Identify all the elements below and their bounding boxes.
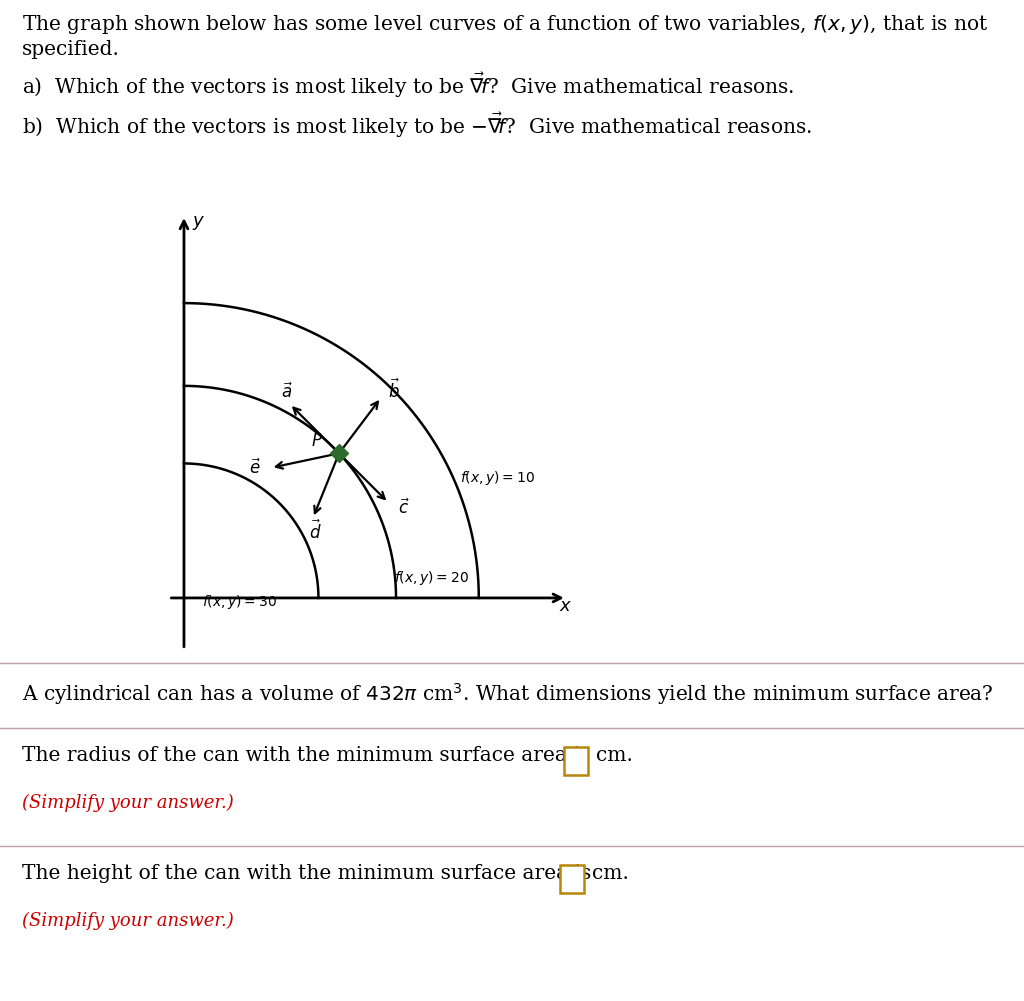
- Text: (Simplify your answer.): (Simplify your answer.): [22, 794, 233, 812]
- Text: A cylindrical can has a volume of $432\pi$ cm$^3$. What dimensions yield the min: A cylindrical can has a volume of $432\p…: [22, 681, 993, 707]
- Text: cm.: cm.: [592, 864, 629, 883]
- Text: The graph shown below has some level curves of a function of two variables, $f(x: The graph shown below has some level cur…: [22, 13, 988, 36]
- Bar: [560, 865, 584, 893]
- Text: $x$: $x$: [559, 597, 572, 615]
- Text: The radius of the can with the minimum surface area is: The radius of the can with the minimum s…: [22, 746, 590, 765]
- Text: $\vec{b}$: $\vec{b}$: [388, 378, 400, 401]
- Text: $\vec{e}$: $\vec{e}$: [249, 458, 261, 477]
- Text: a)  Which of the vectors is most likely to be $\vec{\nabla}\!f$?  Give mathemati: a) Which of the vectors is most likely t…: [22, 70, 795, 99]
- Text: $y$: $y$: [191, 213, 205, 231]
- Text: The height of the can with the minimum surface area is: The height of the can with the minimum s…: [22, 864, 591, 883]
- Text: $\vec{a}$: $\vec{a}$: [282, 382, 293, 402]
- Text: (Simplify your answer.): (Simplify your answer.): [22, 912, 233, 930]
- Text: $f(x,y) = 20$: $f(x,y) = 20$: [394, 570, 469, 588]
- Text: $f(x,y) = 10$: $f(x,y) = 10$: [460, 469, 535, 487]
- Text: $\vec{d}$: $\vec{d}$: [309, 520, 322, 543]
- Text: $f(x,y) = 30$: $f(x,y) = 30$: [202, 593, 276, 611]
- Text: specified.: specified.: [22, 40, 120, 59]
- Text: $P$: $P$: [310, 432, 323, 449]
- Text: b)  Which of the vectors is most likely to be $-\vec{\nabla}\!f$?  Give mathemat: b) Which of the vectors is most likely t…: [22, 110, 812, 139]
- Bar: [564, 747, 588, 775]
- Text: $\vec{c}$: $\vec{c}$: [398, 498, 410, 518]
- Text: cm.: cm.: [596, 746, 633, 765]
